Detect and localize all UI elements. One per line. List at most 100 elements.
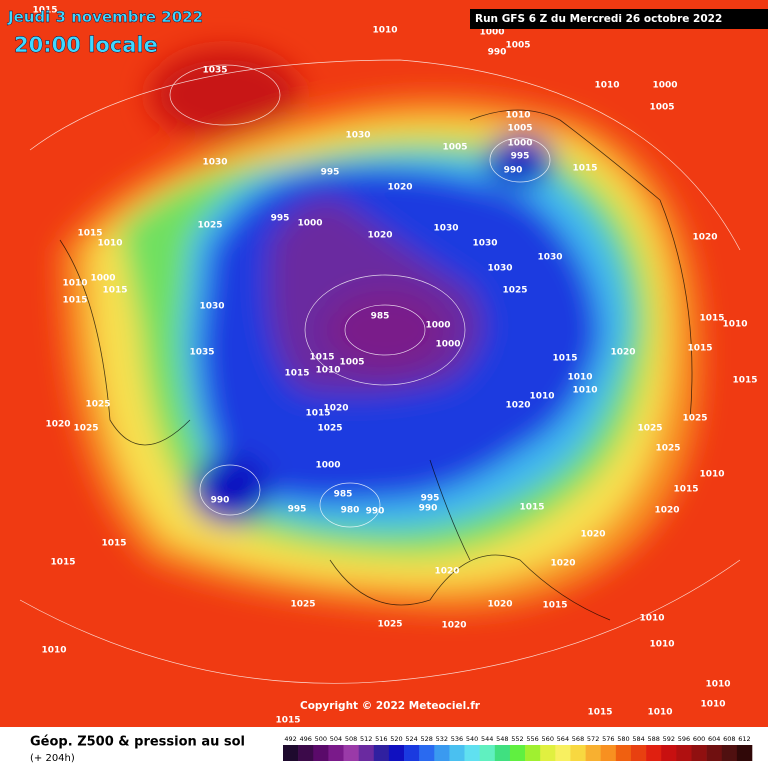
colorbar-label: 552 <box>511 735 523 743</box>
colorbar-swatch <box>388 745 405 761</box>
colorbar-swatch <box>706 745 723 761</box>
colorbar-swatch <box>570 745 586 761</box>
isobar-label: 1010 <box>649 640 674 650</box>
colorbar-swatch <box>313 745 329 761</box>
colorbar-label: 572 <box>587 735 599 743</box>
colorbar-label: 496 <box>299 735 311 743</box>
isobar-label: 1010 <box>372 26 397 36</box>
isobar-label: 1015 <box>542 601 567 611</box>
isobar-label: 1010 <box>639 614 664 624</box>
isobar-label: 1015 <box>519 503 544 513</box>
isobar-label: 1010 <box>41 646 66 656</box>
isobar-label: 1030 <box>433 224 458 234</box>
isobar-label: 1010 <box>722 320 747 330</box>
colorbar-swatch <box>736 745 753 761</box>
colorbar-swatch <box>343 745 359 761</box>
isobar-label: 1035 <box>189 348 214 358</box>
isobar-label: 995 <box>321 168 340 178</box>
isobar-label: 1030 <box>199 302 224 312</box>
isobar-label: 1000 <box>652 81 677 91</box>
isobar-label: 1000 <box>315 461 340 471</box>
colorbar-label: 568 <box>572 735 584 743</box>
colorbar-swatch <box>358 745 375 761</box>
isobar-label: 1015 <box>305 409 330 419</box>
colorbar-swatch <box>721 745 738 761</box>
colorbar-label: 580 <box>617 735 629 743</box>
isobar-label: 1035 <box>202 66 227 76</box>
isobar-label: 1015 <box>687 344 712 354</box>
isobar-label: 990 <box>366 507 385 517</box>
isobar-label: 1000 <box>435 340 460 350</box>
colorbar-swatch <box>540 745 556 761</box>
isobar-label: 1015 <box>50 558 75 568</box>
colorbar-swatch <box>630 745 647 761</box>
colorbar-label: 540 <box>466 735 478 743</box>
colorbar-swatch <box>585 745 602 761</box>
colorbar-swatch <box>434 745 450 761</box>
isobar-label: 980 <box>341 506 360 516</box>
isobar-label: 1025 <box>197 221 222 231</box>
isobar-label: 1030 <box>487 264 512 274</box>
colorbar-swatch <box>419 745 435 761</box>
colorbar-swatch <box>328 745 344 761</box>
colorbar-swatch <box>525 745 541 761</box>
isobar-label: 1030 <box>472 239 497 249</box>
isobar-label: 1010 <box>315 366 340 376</box>
isobar-label: 1020 <box>580 530 605 540</box>
colorbar-label: 512 <box>360 735 372 743</box>
colorbar-label: 508 <box>345 735 357 743</box>
copyright: Copyright © 2022 Meteociel.fr <box>300 700 481 712</box>
colorbar-swatch <box>661 745 677 761</box>
isobar-label: 1005 <box>442 143 467 153</box>
isobar-label: 1015 <box>102 286 127 296</box>
colorbar-swatch <box>298 745 314 761</box>
colorbar-label: 608 <box>723 735 735 743</box>
isobar-label: 1000 <box>425 321 450 331</box>
isobar-label: 1010 <box>97 239 122 249</box>
isobar-label: 1025 <box>377 620 402 630</box>
isobar-label: 1015 <box>77 229 102 239</box>
colorbar-label: 520 <box>390 735 402 743</box>
isobar-label: 990 <box>419 504 438 514</box>
isobar-label: 1015 <box>284 369 309 379</box>
footer-subtitle: (+ 204h) <box>30 753 75 764</box>
isobar-label: 1010 <box>647 708 672 718</box>
isobar-label: 1015 <box>62 296 87 306</box>
run-banner <box>470 9 768 29</box>
isobar-label: 1030 <box>202 158 227 168</box>
colorbar-label: 588 <box>647 735 659 743</box>
colorbar-swatch <box>479 745 496 761</box>
colorbar-swatch <box>600 745 617 761</box>
colorbar-label: 536 <box>451 735 463 743</box>
isobar-label: 985 <box>334 490 353 500</box>
colorbar-label: 504 <box>330 735 342 743</box>
isobar-label: 1030 <box>345 131 370 141</box>
isobar-label: 990 <box>504 166 523 176</box>
isobar-label: 1010 <box>62 279 87 289</box>
isobar-label: 1010 <box>529 392 554 402</box>
colorbar-label: 500 <box>315 735 327 743</box>
colorbar-swatch <box>404 745 420 761</box>
isobar-label: 1010 <box>505 111 530 121</box>
isobar-label: 1015 <box>699 314 724 324</box>
colorbar: 492 496 500 504 508 512 516 520 524 528 532 536 540 5… <box>283 735 753 761</box>
isobar-label: 1020 <box>487 600 512 610</box>
colorbar-swatch <box>509 745 526 761</box>
colorbar-label: 600 <box>693 735 705 743</box>
isobar-label: 1025 <box>637 424 662 434</box>
colorbar-swatch <box>676 745 692 761</box>
isobar-label: 1025 <box>655 444 680 454</box>
isobar-label: 1025 <box>85 400 110 410</box>
isobar-label: 1010 <box>699 470 724 480</box>
colorbar-swatch <box>283 745 299 761</box>
colorbar-swatch <box>646 745 662 761</box>
colorbar-label: 592 <box>663 735 675 743</box>
isobar-label: 1020 <box>434 567 459 577</box>
isobar-label: 985 <box>371 312 390 322</box>
isobar-label: 990 <box>211 496 230 506</box>
isobar-label: 1005 <box>649 103 674 113</box>
colorbar-swatch <box>373 745 390 761</box>
isobar-label: 1020 <box>550 559 575 569</box>
colorbar-label: 612 <box>738 735 750 743</box>
